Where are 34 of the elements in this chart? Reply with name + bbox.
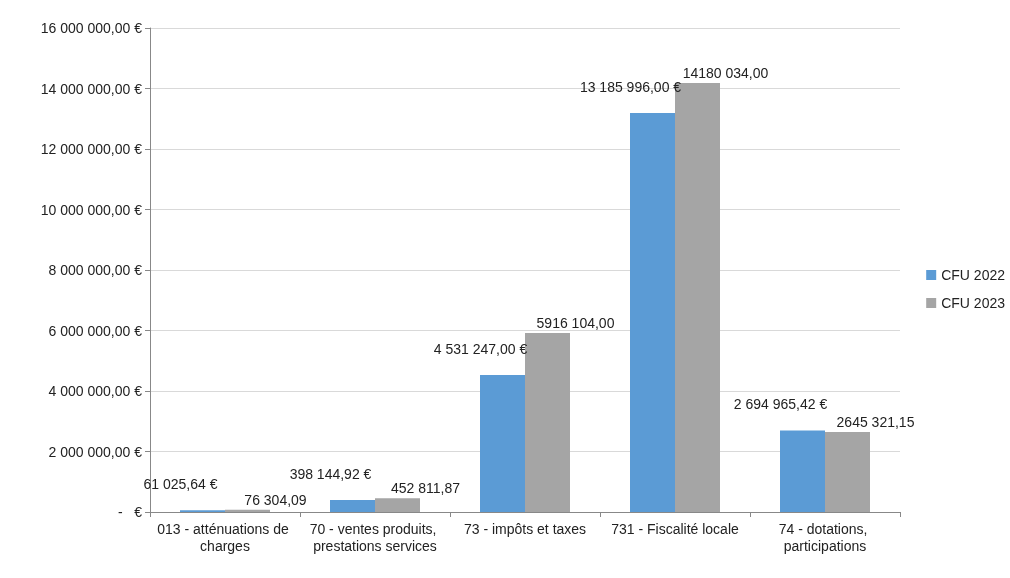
data-label: 13 185 996,00 € (579, 79, 682, 96)
y-tick-label: 10 000 000,00 € (40, 201, 143, 218)
bar (525, 333, 570, 512)
y-tick-label: 2 000 000,00 € (48, 443, 143, 460)
x-tick-label: 73 - impôts et taxes (463, 520, 587, 537)
data-label: 5916 104,00 (536, 315, 615, 332)
y-tick-label: 6 000 000,00 € (48, 322, 143, 339)
data-label: 61 025,64 € (143, 476, 218, 493)
y-tick-label: 8 000 000,00 € (48, 262, 143, 278)
bar (375, 498, 420, 512)
x-tick-label: 74 - dotations, participations (778, 520, 872, 554)
y-tick-label: 12 000 000,00 € (40, 141, 143, 157)
data-label: 452 811,87 (390, 480, 461, 497)
data-label: 4 531 247,00 € (433, 340, 528, 357)
y-tick-label: 4 000 000,00 € (48, 383, 143, 399)
y-tick-label: 16 000 000,00 € (40, 20, 143, 36)
bar (780, 430, 825, 512)
data-label: 14180 034,00 (682, 65, 769, 82)
x-tick-label: 70 - ventes produits, prestations services (309, 520, 441, 554)
bar (480, 374, 525, 512)
data-label: 2645 321,15 (836, 413, 915, 430)
data-label: 76 304,09 (244, 491, 307, 508)
legend-label: CFU 2022 (941, 267, 1006, 283)
legend-label: CFU 2023 (941, 295, 1006, 311)
bar (330, 499, 375, 512)
x-tick-label: 013 - atténuations de charges (157, 520, 293, 554)
y-tick-label: - € (117, 504, 143, 520)
bar (825, 431, 870, 512)
x-tick-label: 731 - Fiscalité locale (611, 520, 740, 537)
bar (675, 83, 720, 512)
bar (630, 113, 675, 512)
y-tick-label: 14 000 000,00 € (40, 80, 143, 97)
data-label: 398 144,92 € (289, 465, 372, 482)
data-label: 2 694 965,42 € (733, 396, 828, 413)
